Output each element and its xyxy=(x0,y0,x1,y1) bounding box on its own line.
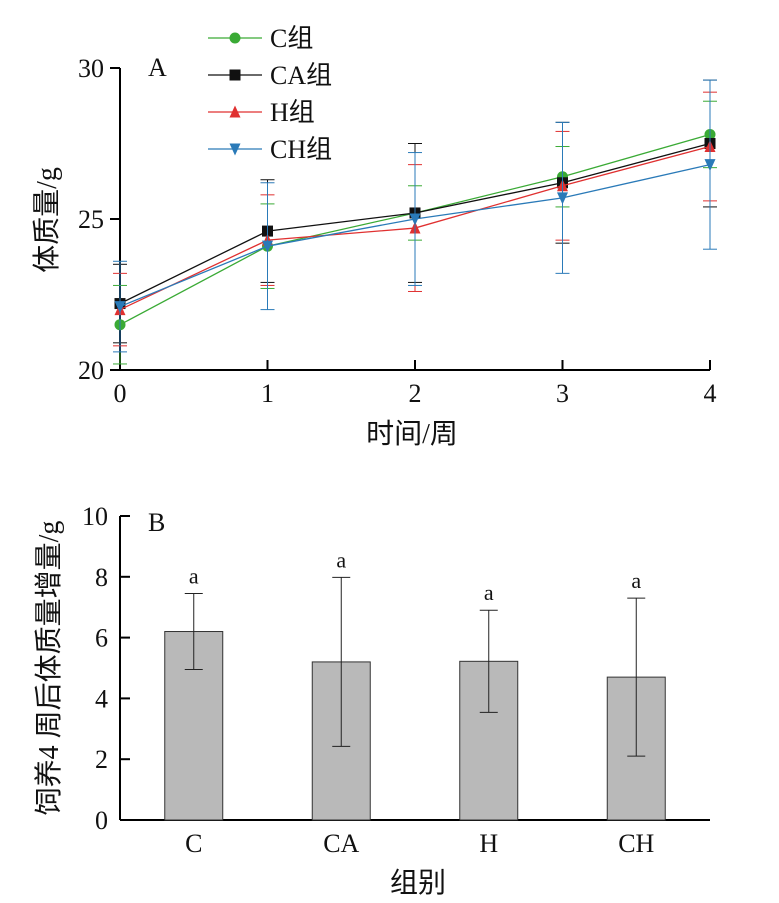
a-x-tick-label: 1 xyxy=(261,379,274,408)
b-y-tick-label: 6 xyxy=(95,624,108,653)
b-significance-label: a xyxy=(189,564,199,589)
a-legend-item: CA组 xyxy=(208,61,332,90)
a-legend-item: H组 xyxy=(208,98,315,127)
a-y-tick-label: 25 xyxy=(78,205,104,234)
b-y-tick-label: 2 xyxy=(95,745,108,774)
b-bar-group-c: aC xyxy=(164,564,224,858)
b-y-tick-label: 8 xyxy=(95,563,108,592)
a-legend-item: CH组 xyxy=(208,135,332,164)
a-legend-label: CA组 xyxy=(270,61,332,90)
a-legend: C组 CA组 H组 CH组 xyxy=(208,24,332,164)
b-significance-label: a xyxy=(631,568,641,593)
a-data-point xyxy=(114,301,126,314)
panel-label-a: A xyxy=(148,53,167,82)
panel-label-b: B xyxy=(148,508,165,537)
a-legend-item: C组 xyxy=(208,24,313,53)
a-y-tick-label: 20 xyxy=(78,356,104,385)
a-x-axis-title: 时间/周 xyxy=(366,418,458,450)
b-x-tick-label: CH xyxy=(618,829,654,858)
b-y-tick-label: 10 xyxy=(82,502,108,531)
b-x-tick-label: CA xyxy=(323,829,359,858)
b-x-tick-label: H xyxy=(479,829,498,858)
b-significance-label: a xyxy=(336,547,346,572)
b-bar-group-ch: a CH xyxy=(606,568,666,858)
a-data-point xyxy=(262,240,273,253)
b-y-ticks: 0 2 4 6 8 10 xyxy=(82,502,130,835)
a-y-axis-title: 体质量/g xyxy=(31,167,63,273)
b-bar-group-ca: a CA xyxy=(311,547,371,858)
b-y-axis-title: 饲养4 周后体质量增量/g xyxy=(33,521,65,816)
a-x-tick-label: 2 xyxy=(409,379,422,408)
a-legend-marker xyxy=(229,105,241,118)
a-data-point xyxy=(704,159,716,172)
b-y-tick-label: 4 xyxy=(95,684,108,713)
a-legend-marker xyxy=(229,69,241,81)
b-bar-group-h: aH xyxy=(459,580,519,858)
a-y-tick-label: 30 xyxy=(78,54,104,83)
a-x-tick-label: 3 xyxy=(556,379,569,408)
a-x-tick-label: 0 xyxy=(114,379,127,408)
b-significance-label: a xyxy=(484,580,494,605)
a-legend-marker xyxy=(229,32,241,44)
a-series-group xyxy=(113,79,717,365)
b-y-tick-label: 0 xyxy=(95,806,108,835)
b-x-tick-label: C xyxy=(185,829,202,858)
a-legend-label: H组 xyxy=(270,98,315,127)
a-legend-label: CH组 xyxy=(270,135,332,164)
a-y-ticks: 20 25 30 xyxy=(78,54,120,385)
a-series-3 xyxy=(113,79,717,353)
a-legend-marker xyxy=(229,143,241,156)
a-x-tick-label: 4 xyxy=(704,379,717,408)
a-x-ticks: 0 1 2 3 4 xyxy=(114,360,717,408)
a-legend-label: C组 xyxy=(270,24,313,53)
panel-a-line-chart: A 20 25 30 0 1 2 3 4 时间/周 体质量/g C组 CA组 H组 CH组 xyxy=(31,24,717,450)
a-data-point xyxy=(409,213,421,226)
a-data-point xyxy=(557,192,568,205)
b-x-axis-title: 组别 xyxy=(390,867,446,899)
